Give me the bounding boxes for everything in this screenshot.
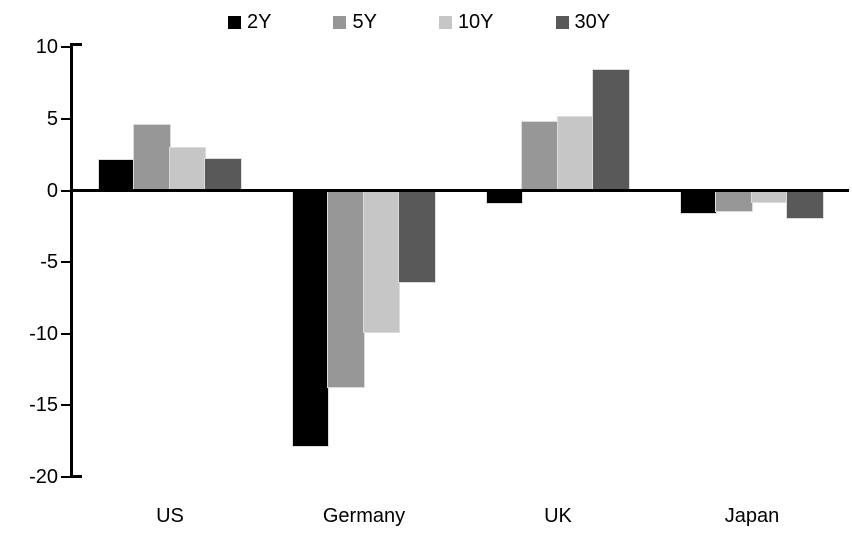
bar-japan-10y <box>750 189 789 203</box>
y-axis-tick <box>61 404 70 407</box>
bar-germany-2y <box>291 189 330 447</box>
bar-japan-2y <box>679 189 718 215</box>
x-axis-label-uk: UK <box>544 505 572 527</box>
y-axis-line <box>70 43 73 478</box>
y-axis-tick-label: -10 <box>29 322 58 345</box>
legend-swatch-icon <box>438 15 452 29</box>
y-axis-tick <box>61 46 70 49</box>
bar-uk-30y <box>592 69 630 192</box>
x-axis-label-japan: Japan <box>724 505 780 527</box>
bar-germany-30y <box>398 189 436 284</box>
y-axis-tick-label: -15 <box>29 394 58 417</box>
legend-label: 2Y <box>247 11 272 33</box>
y-axis-tick-label: 5 <box>46 107 58 130</box>
y-axis-tick-label: -20 <box>29 466 58 489</box>
bar-germany-10y <box>362 189 401 334</box>
bar-us-2y <box>97 159 136 192</box>
legend-item-2y: 2Y <box>228 11 271 33</box>
y-axis-tick <box>61 332 70 335</box>
bar-us-10y <box>168 146 207 192</box>
y-axis-tick <box>61 261 70 264</box>
y-axis-tick <box>61 476 70 479</box>
bar-us-5y <box>133 123 171 192</box>
legend-item-30y: 30Y <box>555 11 611 33</box>
bar-japan-5y <box>715 189 753 212</box>
y-axis-tick <box>61 189 70 192</box>
y-axis-end-cap <box>73 43 82 46</box>
zero-baseline <box>70 189 849 192</box>
legend-label: 5Y <box>352 11 377 33</box>
bar-germany-5y <box>327 189 365 388</box>
legend-item-5y: 5Y <box>333 11 377 33</box>
bar-us-30y <box>204 157 242 192</box>
y-axis-end-cap <box>73 475 82 478</box>
bar-uk-5y <box>521 120 559 192</box>
chart-legend: 2Y 5Y 10Y 30Y <box>228 11 610 33</box>
legend-swatch-icon <box>555 15 569 29</box>
y-axis-tick-label: 0 <box>46 179 58 202</box>
bar-japan-30y <box>786 189 824 219</box>
legend-label: 10Y <box>457 11 494 33</box>
legend-label: 30Y <box>574 11 611 33</box>
y-axis-tick <box>61 117 70 120</box>
x-axis-label-us: US <box>156 505 184 527</box>
y-axis-tick-label: -5 <box>40 251 58 274</box>
legend-swatch-icon <box>333 15 347 29</box>
x-axis-label-germany: Germany <box>322 505 406 527</box>
y-axis-tick-label: 10 <box>35 36 58 59</box>
legend-item-10y: 10Y <box>438 11 494 33</box>
bar-uk-10y <box>556 116 595 192</box>
bar-uk-2y <box>485 189 524 205</box>
legend-swatch-icon <box>228 15 241 29</box>
